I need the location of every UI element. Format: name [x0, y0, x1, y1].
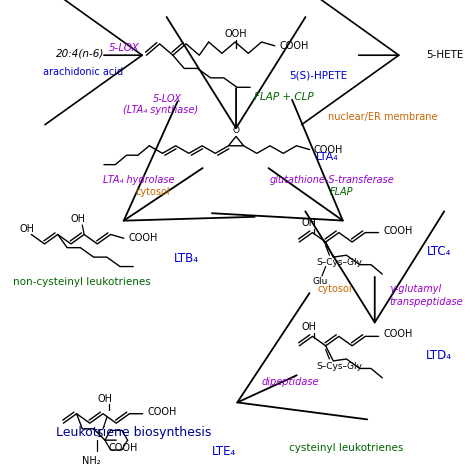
Text: arachidonic acid: arachidonic acid [43, 67, 123, 77]
Text: OH: OH [71, 214, 86, 224]
Text: (LTA₄ synthase): (LTA₄ synthase) [123, 105, 198, 115]
Text: S–Cys–Gly: S–Cys–Gly [316, 258, 362, 267]
Text: LTA₄: LTA₄ [316, 152, 339, 162]
Text: OOH: OOH [225, 30, 247, 40]
Text: NH₂: NH₂ [82, 456, 101, 466]
Text: COOH: COOH [128, 233, 158, 243]
Text: non-cysteinyl leukotrienes: non-cysteinyl leukotrienes [13, 277, 151, 287]
Text: LTA₄ hydrolase: LTA₄ hydrolase [103, 175, 174, 185]
Text: LTC₄: LTC₄ [427, 245, 451, 258]
Text: FLAP + CLP: FLAP + CLP [254, 92, 314, 102]
Text: COOH: COOH [313, 145, 343, 155]
Text: OH: OH [97, 394, 112, 404]
Text: LTB₄: LTB₄ [173, 252, 199, 266]
Text: COOH: COOH [109, 443, 138, 453]
Text: LTD₄: LTD₄ [426, 349, 452, 362]
Text: OH: OH [301, 322, 316, 332]
Text: 5-LOX: 5-LOX [109, 43, 139, 53]
Text: 5(S)-HPETE: 5(S)-HPETE [289, 71, 347, 81]
Text: 20:4(n-6): 20:4(n-6) [56, 49, 104, 59]
Text: dipeptidase: dipeptidase [261, 377, 319, 387]
Text: cytosol: cytosol [318, 284, 353, 294]
Text: O: O [233, 126, 239, 135]
Text: OH: OH [301, 218, 316, 228]
Text: 5-HETE: 5-HETE [427, 50, 464, 60]
Text: 5-LOX: 5-LOX [153, 94, 182, 104]
Text: COOH: COOH [147, 407, 177, 417]
Text: COOH: COOH [383, 329, 412, 339]
Text: S–Cys–Gly: S–Cys–Gly [316, 362, 362, 371]
Text: S: S [96, 429, 102, 439]
Text: LTE₄: LTE₄ [212, 445, 236, 458]
Text: cysteinyl leukotrienes: cysteinyl leukotrienes [289, 443, 404, 453]
Text: COOH: COOH [383, 226, 412, 236]
Text: γ-glutamyl: γ-glutamyl [389, 284, 441, 294]
Text: COOH: COOH [280, 41, 309, 51]
Text: glutathione-S-transferase: glutathione-S-transferase [270, 175, 395, 185]
Text: nuclear/ER membrane: nuclear/ER membrane [328, 111, 437, 121]
Text: Leukotriene biosynthesis: Leukotriene biosynthesis [56, 426, 211, 439]
Text: transpeptidase: transpeptidase [389, 298, 463, 307]
Text: Glu: Glu [312, 277, 328, 286]
Text: FLAP: FLAP [330, 187, 354, 197]
Text: cytosol: cytosol [136, 187, 170, 197]
Text: OH: OH [20, 224, 35, 234]
